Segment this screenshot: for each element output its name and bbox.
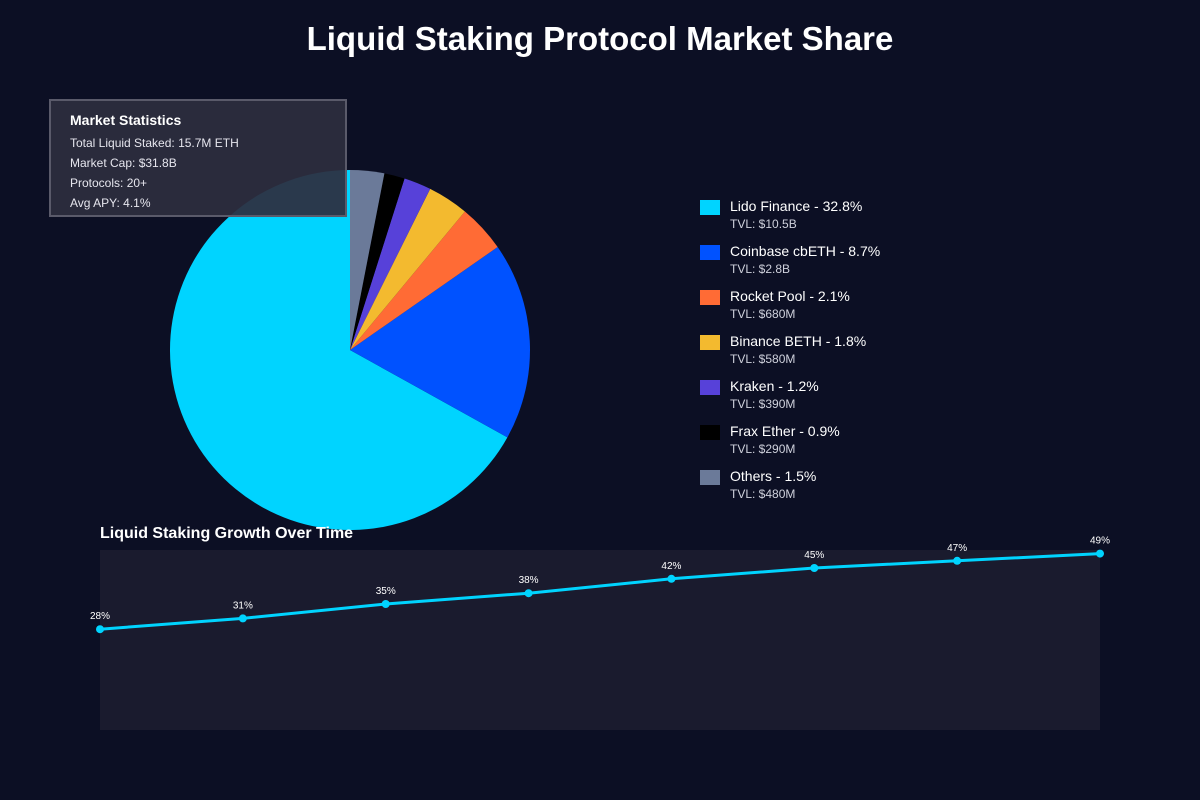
legend-label-others: Others - 1.5% (730, 468, 817, 484)
legend-label-coinbase: Coinbase cbETH - 8.7% (730, 243, 881, 259)
legend-tvl-rocket-pool: TVL: $680M (730, 307, 796, 321)
growth-point (810, 564, 819, 572)
growth-point (96, 625, 104, 634)
legend-tvl-binance: TVL: $580M (730, 352, 796, 366)
legend-tvl-kraken: TVL: $390M (730, 397, 796, 411)
stats-market-cap: Market Cap: $31.8B (70, 156, 177, 170)
growth-point (667, 574, 676, 583)
page-title: Liquid Staking Protocol Market Share (306, 20, 894, 57)
growth-line (99, 552, 1101, 631)
legend-label-lido: Lido Finance - 32.8% (730, 198, 863, 214)
legend-tvl-lido: TVL: $10.5B (730, 217, 797, 231)
growth-point-label: 38% (519, 575, 539, 586)
stats-protocols: Protocols: 20+ (70, 176, 148, 190)
stats-avg-apy: Avg APY: 4.1% (70, 196, 151, 210)
legend-tvl-coinbase: TVL: $2.8B (730, 262, 791, 276)
growth-point-label: 42% (661, 561, 681, 572)
legend-swatch-lido (700, 200, 720, 215)
pie-slice-frax-ether (350, 173, 405, 350)
market-statistics-box: Market Statistics Total Liquid Staked: 1… (49, 99, 347, 217)
pie-slice-rocket-pool (350, 211, 498, 350)
stats-total-staked: Total Liquid Staked: 15.7M ETH (70, 136, 239, 150)
growth-point-label: 49% (1090, 536, 1110, 547)
legend-swatch-rocket-pool (700, 290, 720, 305)
legend-label-frax: Frax Ether - 0.9% (730, 423, 840, 439)
growth-chart-panel (100, 550, 1100, 730)
legend-swatch-binance (700, 335, 720, 350)
growth-point-label: 31% (233, 600, 253, 611)
pie-chart (169, 170, 530, 530)
growth-point (381, 600, 390, 608)
pie-slice-binance-beth (350, 188, 465, 350)
growth-point-label: 35% (376, 586, 396, 597)
legend-label-binance: Binance BETH - 1.8% (730, 333, 867, 349)
pie-slice-lido-finance (169, 170, 508, 530)
growth-point-label: 45% (804, 550, 824, 561)
legend-swatch-kraken (700, 380, 720, 395)
legend-swatch-others (700, 470, 720, 485)
pie-slice-coinbase-cbeth (350, 247, 530, 438)
legend-swatch-coinbase (700, 245, 720, 260)
growth-point (1096, 549, 1104, 558)
growth-point (238, 614, 247, 623)
growth-point-label: 28% (90, 611, 110, 622)
legend-tvl-others: TVL: $480M (730, 487, 796, 501)
growth-chart-title: Liquid Staking Growth Over Time (100, 525, 354, 542)
growth-point-label: 47% (947, 543, 967, 554)
pie-slice-kraken (350, 178, 431, 350)
legend-label-rocket-pool: Rocket Pool - 2.1% (730, 288, 850, 304)
legend-label-kraken: Kraken - 1.2% (730, 378, 819, 394)
growth-point (524, 589, 533, 598)
pie-slice-others (350, 170, 385, 350)
stats-title: Market Statistics (70, 112, 182, 128)
legend-tvl-frax: TVL: $290M (730, 442, 796, 456)
legend-swatch-frax (700, 425, 720, 440)
growth-point (953, 556, 962, 565)
